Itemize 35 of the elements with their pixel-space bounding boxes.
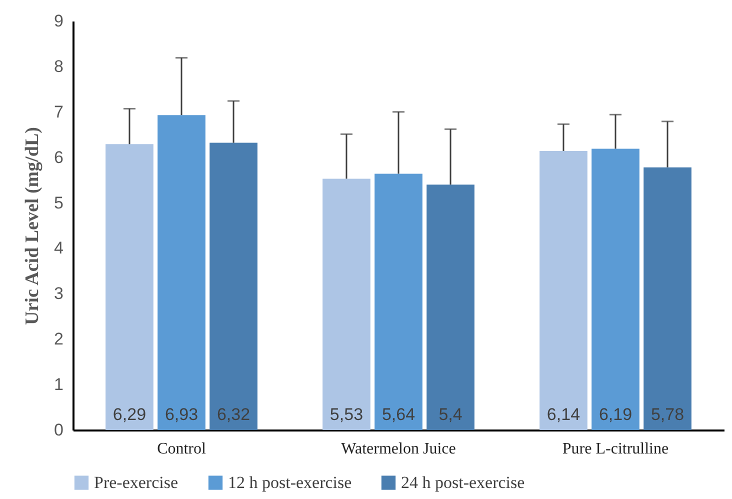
legend-label: 12 h post-exercise <box>228 472 352 492</box>
bar <box>210 142 258 430</box>
y-tick-label: 8 <box>54 56 64 76</box>
data-label: 5,4 <box>438 405 462 424</box>
y-tick-label: 9 <box>54 12 64 30</box>
data-label: 6,93 <box>164 405 198 424</box>
y-tick-label: 0 <box>54 420 64 440</box>
y-tick-label: 1 <box>54 375 64 394</box>
bar <box>644 167 692 430</box>
legend-label: 24 h post-exercise <box>401 472 525 492</box>
y-tick-label: 6 <box>54 148 64 167</box>
bar <box>158 115 206 430</box>
data-label: 6,29 <box>112 405 146 424</box>
y-tick-label: 3 <box>54 284 64 304</box>
bar <box>322 178 370 430</box>
y-axis-title: Uric Acid Level (mg/dL) <box>22 127 44 325</box>
y-tick-label: 7 <box>54 102 64 122</box>
y-tick-label: 4 <box>54 238 64 258</box>
x-tick-label: Watermelon Juice <box>341 440 456 458</box>
data-label: 6,19 <box>598 405 632 424</box>
data-label: 6,32 <box>216 405 250 424</box>
data-label: 6,14 <box>546 405 580 424</box>
data-label: 5,78 <box>650 405 684 424</box>
x-tick-label: Pure L-citrulline <box>562 440 669 458</box>
bar <box>106 144 154 430</box>
y-tick-label: 5 <box>54 193 64 212</box>
bar <box>592 148 640 430</box>
x-tick-label: Control <box>157 440 206 458</box>
bar <box>426 184 474 430</box>
y-tick-label: 2 <box>54 330 64 349</box>
data-label: 5,53 <box>330 405 364 424</box>
bar <box>374 174 422 430</box>
legend-label: Pre-exercise <box>94 472 178 492</box>
data-label: 5,64 <box>382 405 416 424</box>
bar <box>540 150 588 430</box>
